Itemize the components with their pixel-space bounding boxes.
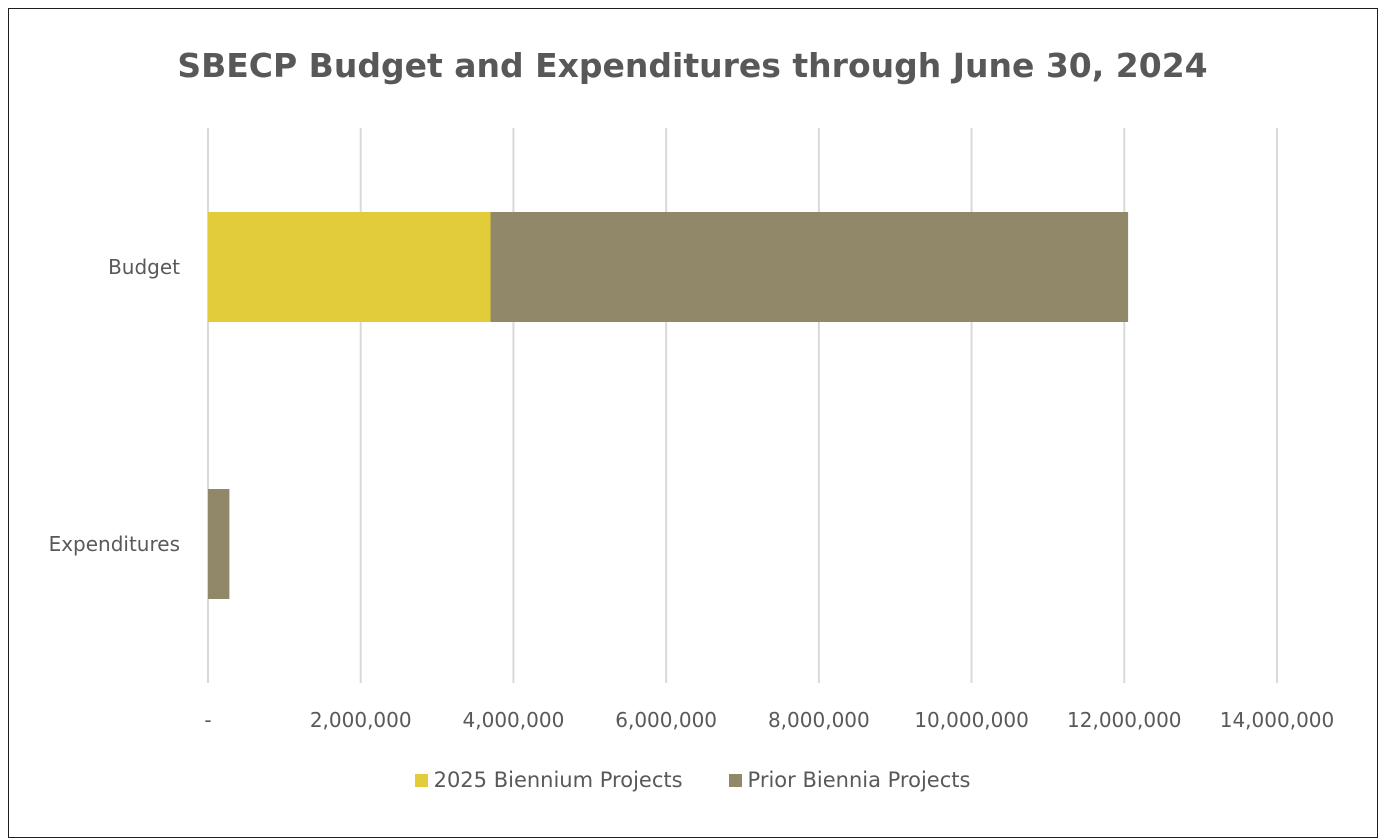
x-tick-label: 10,000,000 [914,708,1029,732]
chart-legend: 2025 Biennium Projects Prior Biennia Pro… [0,768,1385,792]
chart-frame [8,8,1378,838]
legend-swatch-2025-biennium [414,773,428,787]
bar-segment [490,212,1129,322]
x-tick-label: 2,000,000 [310,708,412,732]
y-category-label: Expenditures [49,532,180,556]
bar-segment [208,212,491,322]
x-tick-label: 4,000,000 [463,708,565,732]
y-category-label: Budget [108,255,180,279]
chart-title: SBECP Budget and Expenditures through Ju… [177,46,1208,85]
x-tick-label: 12,000,000 [1067,708,1182,732]
legend-label-2025-biennium: 2025 Biennium Projects [433,768,683,792]
legend-item-prior-biennia: Prior Biennia Projects [728,768,971,792]
x-tick-label: - [204,708,211,732]
x-tick-label: 6,000,000 [615,708,717,732]
legend-swatch-prior-biennia [728,773,742,787]
legend-label-prior-biennia: Prior Biennia Projects [747,768,971,792]
x-tick-label: 8,000,000 [768,708,870,732]
x-tick-label: 14,000,000 [1220,708,1335,732]
bar-segment [208,489,230,599]
legend-item-2025-biennium: 2025 Biennium Projects [414,768,683,792]
